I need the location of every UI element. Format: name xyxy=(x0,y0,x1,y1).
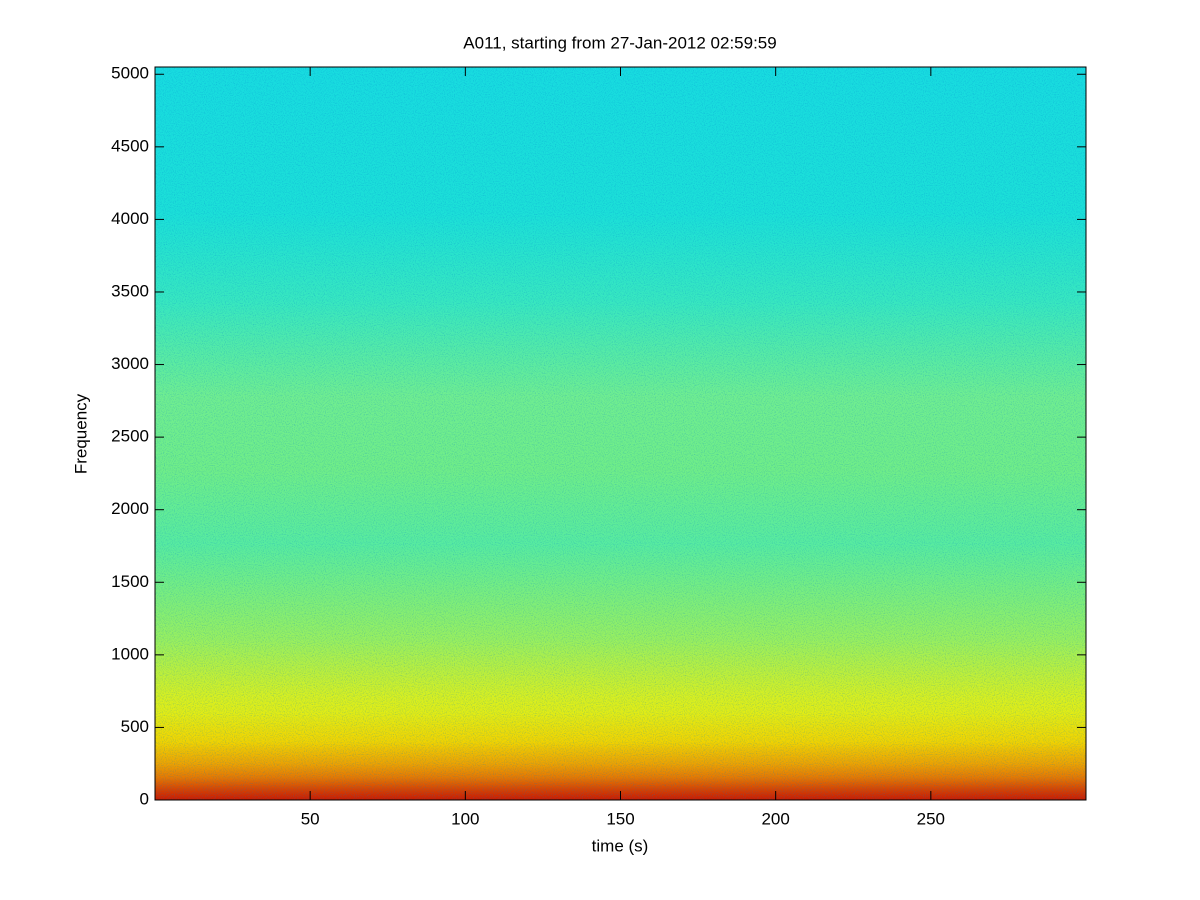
y-tick-label: 5000 xyxy=(111,64,149,83)
x-tick-label: 200 xyxy=(761,809,789,828)
y-tick-label: 0 xyxy=(140,789,149,808)
y-tick-label: 2000 xyxy=(111,499,149,518)
plot-area xyxy=(154,66,1087,801)
y-tick-label: 3000 xyxy=(111,354,149,373)
chart-title: A011, starting from 27-Jan-2012 02:59:59 xyxy=(463,33,776,52)
x-tick-label: 100 xyxy=(451,809,479,828)
y-tick-label: 500 xyxy=(121,717,149,736)
x-tick-label: 50 xyxy=(301,809,320,828)
y-axis-label: Frequency xyxy=(71,393,90,474)
y-tick-label: 2500 xyxy=(111,427,149,446)
y-tick-label: 4000 xyxy=(111,209,149,228)
y-tick-label: 1500 xyxy=(111,572,149,591)
y-tick-label: 4500 xyxy=(111,136,149,155)
y-tick-label: 1000 xyxy=(111,644,149,663)
x-tick-label: 150 xyxy=(606,809,634,828)
spectrogram-texture xyxy=(155,67,1086,800)
y-tick-label: 3500 xyxy=(111,281,149,300)
x-axis-label: time (s) xyxy=(592,836,649,855)
x-tick-label: 250 xyxy=(917,809,945,828)
